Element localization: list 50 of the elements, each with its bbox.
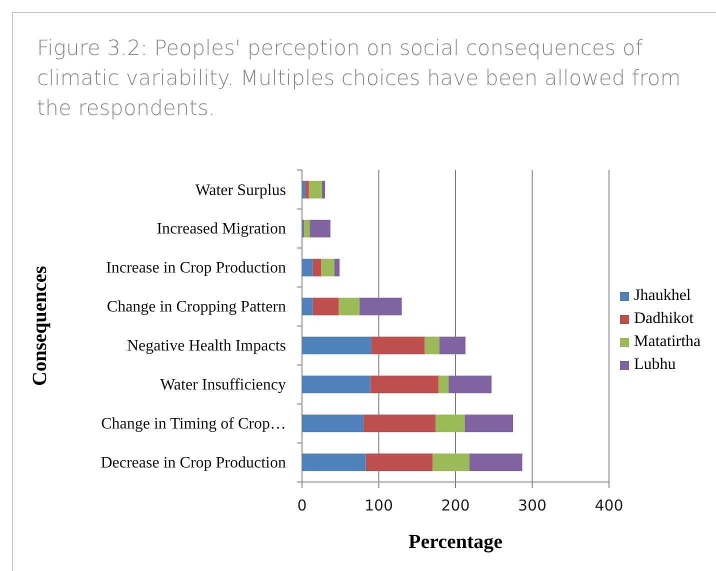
bar: [312, 298, 339, 316]
bar: [370, 376, 439, 394]
bar: [432, 454, 470, 472]
bar: [424, 336, 440, 354]
bar: [312, 258, 322, 276]
x-tick-label: 100: [364, 496, 394, 514]
y-tick-label: Increased Migration: [156, 220, 286, 238]
bar: [302, 180, 306, 198]
y-tick-label: Negative Health Impacts: [126, 338, 286, 355]
bar: [334, 258, 340, 276]
y-tick-label: Change in Timing of Crop…: [101, 416, 286, 432]
legend-label: Dadhikot: [634, 310, 694, 327]
bar: [302, 336, 372, 354]
legend-label: Matatirtha: [634, 333, 701, 350]
legend-label: Jhaukhel: [634, 287, 692, 304]
x-axis-title: Percentage: [408, 531, 503, 553]
bar: [322, 180, 326, 198]
y-tick-label: Water Surplus: [195, 182, 286, 199]
y-tick-label: Change in Cropping Pattern: [106, 298, 286, 316]
bar: [310, 220, 330, 238]
bar: [363, 414, 436, 432]
chart-title: Figure 3.2: Peoples' perception on social consequences of climatic variability. Multiples choices have been allowed from the respondents.: [37, 36, 681, 120]
x-tick-label: 300: [518, 496, 547, 514]
x-tick-label: 0: [297, 496, 307, 514]
bar: [338, 298, 360, 316]
bar: [371, 336, 425, 354]
bar: [308, 180, 322, 198]
bar: [438, 376, 449, 394]
x-tick-label: 200: [441, 496, 470, 514]
bar: [469, 454, 522, 472]
y-tick-label: Decrease in Crop Production: [100, 454, 286, 472]
y-axis-title: Consequences: [29, 266, 51, 386]
bar: [436, 414, 465, 432]
y-tick-label: Increase in Crop Production: [106, 260, 286, 277]
bar: [305, 180, 309, 198]
bar: [321, 258, 334, 276]
bar: [464, 414, 514, 432]
bar: [302, 414, 364, 432]
legend-label: Lubhu: [634, 356, 676, 373]
bar: [302, 376, 370, 394]
bar: [360, 298, 402, 316]
bar: [439, 336, 466, 354]
bar: [304, 220, 310, 238]
y-tick-label: Water Insufficiency: [160, 376, 286, 394]
bar: [302, 298, 313, 316]
x-tick-label: 400: [594, 496, 624, 514]
bar: [366, 454, 432, 472]
bar: [302, 258, 313, 276]
bar: [448, 376, 492, 394]
bar: [302, 454, 366, 472]
